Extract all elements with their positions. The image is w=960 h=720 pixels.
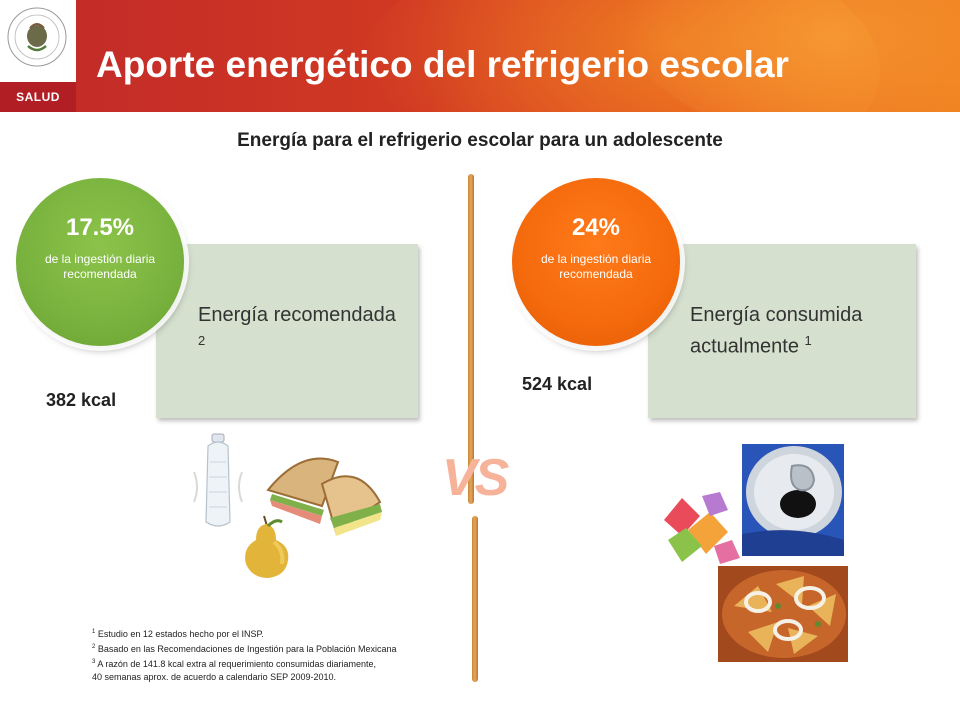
percent-description: de la ingestión diaria recomendada bbox=[44, 252, 156, 281]
footnote-3: 3 A razón de 141.8 kcal extra al requeri… bbox=[92, 659, 377, 669]
percent-value: 17.5% bbox=[65, 214, 135, 241]
kcal-value: 382 kcal bbox=[46, 390, 117, 410]
header-decoration bbox=[360, 0, 880, 112]
percent-circle-green: 17.5% de la ingestión diaria recomendada bbox=[16, 178, 184, 346]
kcal-value: 524 kcal bbox=[522, 374, 593, 394]
recommended-energy-card: Energía recomendada 2 bbox=[156, 244, 418, 418]
percent-value: 24% bbox=[571, 214, 621, 241]
header-banner: SALUD Aporte energético del refrigerio e… bbox=[0, 0, 960, 112]
percent-circle-orange: 24% de la ingestión diaria recomendada bbox=[512, 178, 680, 346]
mexico-seal-icon bbox=[7, 7, 67, 67]
salud-bar bbox=[0, 82, 76, 112]
percent-description: de la ingestión diaria recomendada bbox=[540, 252, 652, 281]
water-bottle-icon bbox=[193, 433, 243, 527]
footnote-2: 2 Basado en las Recomendaciones de Inges… bbox=[92, 644, 397, 654]
footnote-1: 1 Estudio en 12 estados hecho por el INS… bbox=[92, 629, 264, 639]
footnote-3-continued: 40 semanas aprox. de acuerdo a calendari… bbox=[92, 672, 337, 682]
footnotes: 1 Estudio en 12 estados hecho por el INS… bbox=[92, 626, 397, 684]
recommended-energy-label: Energía recomendada 2 bbox=[198, 304, 396, 348]
consumed-energy-label: Energía consumida actualmente 1 bbox=[690, 304, 863, 358]
pear-icon bbox=[245, 515, 289, 578]
candy-icon bbox=[664, 492, 740, 564]
header-decoration bbox=[620, 0, 960, 112]
salud-label: SALUD bbox=[16, 90, 60, 104]
soda-can-icon bbox=[742, 444, 844, 556]
divider-top bbox=[468, 174, 474, 504]
page-title: Aporte energético del refrigerio escolar bbox=[96, 44, 789, 85]
divider-bottom bbox=[472, 516, 478, 682]
consumed-energy-card: Energía consumida actualmente 1 bbox=[648, 244, 916, 418]
chilaquiles-icon bbox=[718, 566, 848, 662]
vs-label: VS bbox=[442, 449, 509, 507]
subtitle: Energía para el refrigerio escolar para … bbox=[237, 130, 723, 151]
sandwich-icon bbox=[266, 457, 382, 536]
